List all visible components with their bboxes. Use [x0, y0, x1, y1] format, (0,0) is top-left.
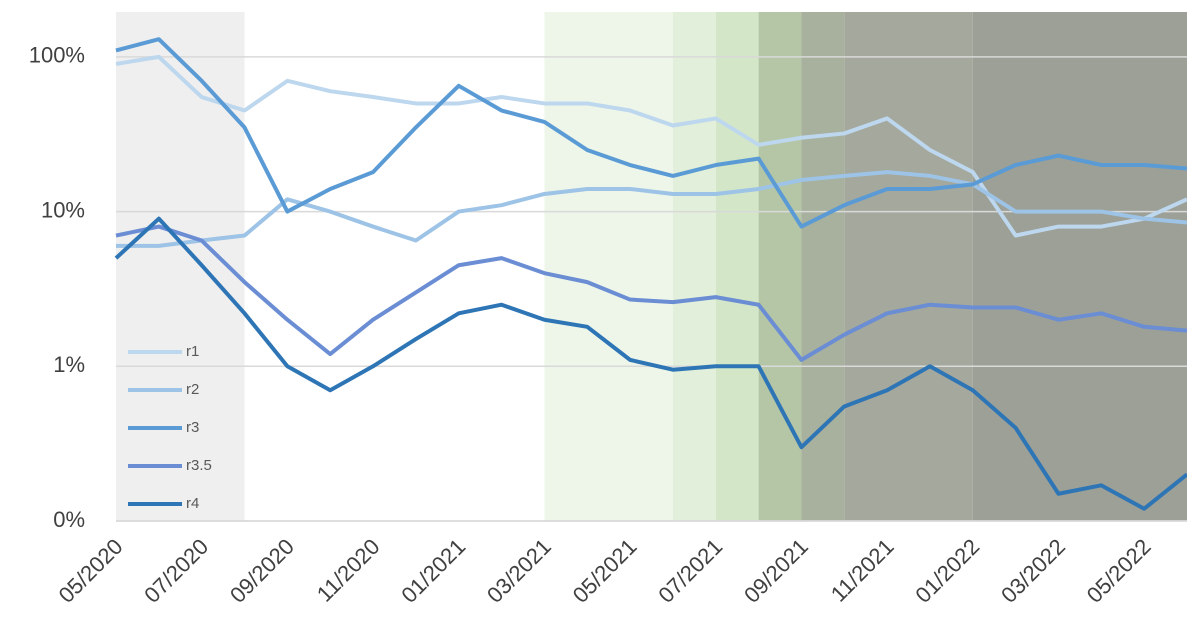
legend-label: r2	[186, 381, 199, 398]
shaded-region	[544, 12, 673, 521]
legend-label: r3.5	[186, 457, 212, 474]
x-tick-label: 11/2021	[826, 534, 899, 607]
series-line	[115, 224, 1187, 362]
x-tick-label: 05/2020	[54, 534, 128, 608]
shaded-region	[715, 12, 759, 521]
y-tick-label: 100%	[29, 43, 85, 68]
legend-label: r1	[186, 343, 199, 360]
x-tick-label: 09/2020	[225, 534, 299, 608]
legend-label: r3	[186, 419, 199, 436]
x-tick-label: 05/2021	[568, 534, 642, 608]
x-tick-label: 03/2022	[996, 534, 1070, 608]
shaded-region	[844, 12, 973, 521]
x-tick-label: 07/2020	[139, 534, 213, 608]
shaded-region	[972, 12, 1187, 521]
x-tick-label: 03/2021	[482, 534, 556, 608]
y-tick-label: 0%	[53, 507, 85, 532]
series-line	[115, 54, 1187, 238]
shaded-region	[672, 12, 716, 521]
x-tick-label: 01/2022	[910, 534, 984, 608]
series-line	[115, 37, 1187, 229]
shaded-region	[801, 12, 845, 521]
x-tick-label: 11/2020	[312, 534, 385, 607]
x-tick-label: 01/2021	[396, 534, 470, 608]
x-tick-label: 07/2021	[653, 534, 727, 608]
x-tick-label: 09/2021	[739, 534, 813, 608]
legend-label: r4	[186, 495, 199, 512]
shaded-region	[758, 12, 802, 521]
series-line	[116, 170, 1187, 248]
x-tick-label: 05/2022	[1082, 534, 1156, 608]
y-tick-label: 10%	[41, 197, 85, 222]
shaded-region	[116, 12, 245, 521]
series-line	[114, 216, 1187, 511]
y-tick-label: 1%	[53, 352, 85, 377]
